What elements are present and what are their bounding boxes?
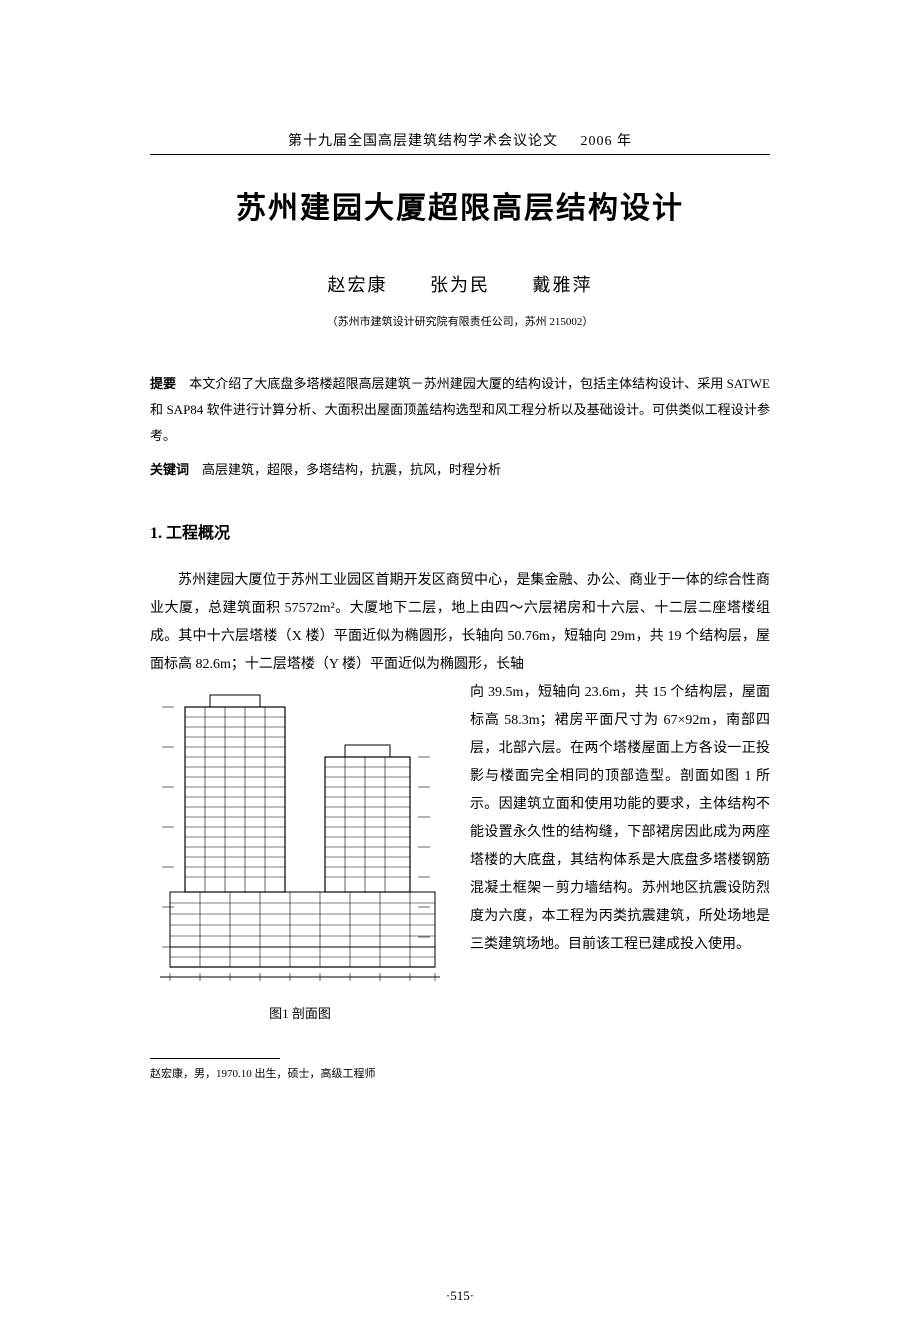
keywords-label: 关键词 xyxy=(150,462,189,477)
abstract-block: 提要 本文介绍了大底盘多塔楼超限高层建筑－苏州建园大厦的结构设计，包括主体结构设… xyxy=(150,371,770,449)
authors-line: 赵宏康 张为民 戴雅萍 xyxy=(150,271,770,297)
conference-header: 第十九届全国高层建筑结构学术会议论文 2006 年 xyxy=(150,130,770,155)
abstract-label: 提要 xyxy=(150,376,176,391)
author-2: 张为民 xyxy=(430,275,490,295)
section-name: 工程概况 xyxy=(166,525,230,542)
figure-text-wrap: 图1 剖面图 向 39.5m，短轴向 23.6m，共 15 个结构层，屋面标高 … xyxy=(150,679,770,1022)
conference-name: 第十九届全国高层建筑结构学术会议论文 xyxy=(288,134,558,149)
figure-1-svg xyxy=(150,687,450,997)
keywords-block: 关键词 高层建筑，超限，多塔结构，抗震，抗风，时程分析 xyxy=(150,457,770,483)
footnote-rule xyxy=(150,1058,280,1059)
conference-year: 2006 年 xyxy=(581,134,633,149)
abstract-text: 本文介绍了大底盘多塔楼超限高层建筑－苏州建园大厦的结构设计，包括主体结构设计、采… xyxy=(150,376,770,443)
figure-1-caption: 图1 剖面图 xyxy=(150,1003,450,1022)
author-footnote: 赵宏康，男，1970.10 出生，硕士，高级工程师 xyxy=(150,1065,770,1081)
section-number: 1. xyxy=(150,525,162,542)
author-3: 戴雅萍 xyxy=(533,275,593,295)
figure-1-block: 图1 剖面图 xyxy=(150,687,450,1022)
section-1-para-1: 苏州建园大厦位于苏州工业园区首期开发区商贸中心，是集金融、办公、商业于一体的综合… xyxy=(150,567,770,679)
affiliation: （苏州市建筑设计研究院有限责任公司，苏州 215002） xyxy=(150,313,770,329)
section-1-heading: 1. 工程概况 xyxy=(150,519,770,543)
keywords-text: 高层建筑，超限，多塔结构，抗震，抗风，时程分析 xyxy=(202,462,501,477)
page-number: ·515· xyxy=(0,1288,920,1304)
paper-title: 苏州建园大厦超限高层结构设计 xyxy=(150,183,770,227)
author-1: 赵宏康 xyxy=(328,275,388,295)
